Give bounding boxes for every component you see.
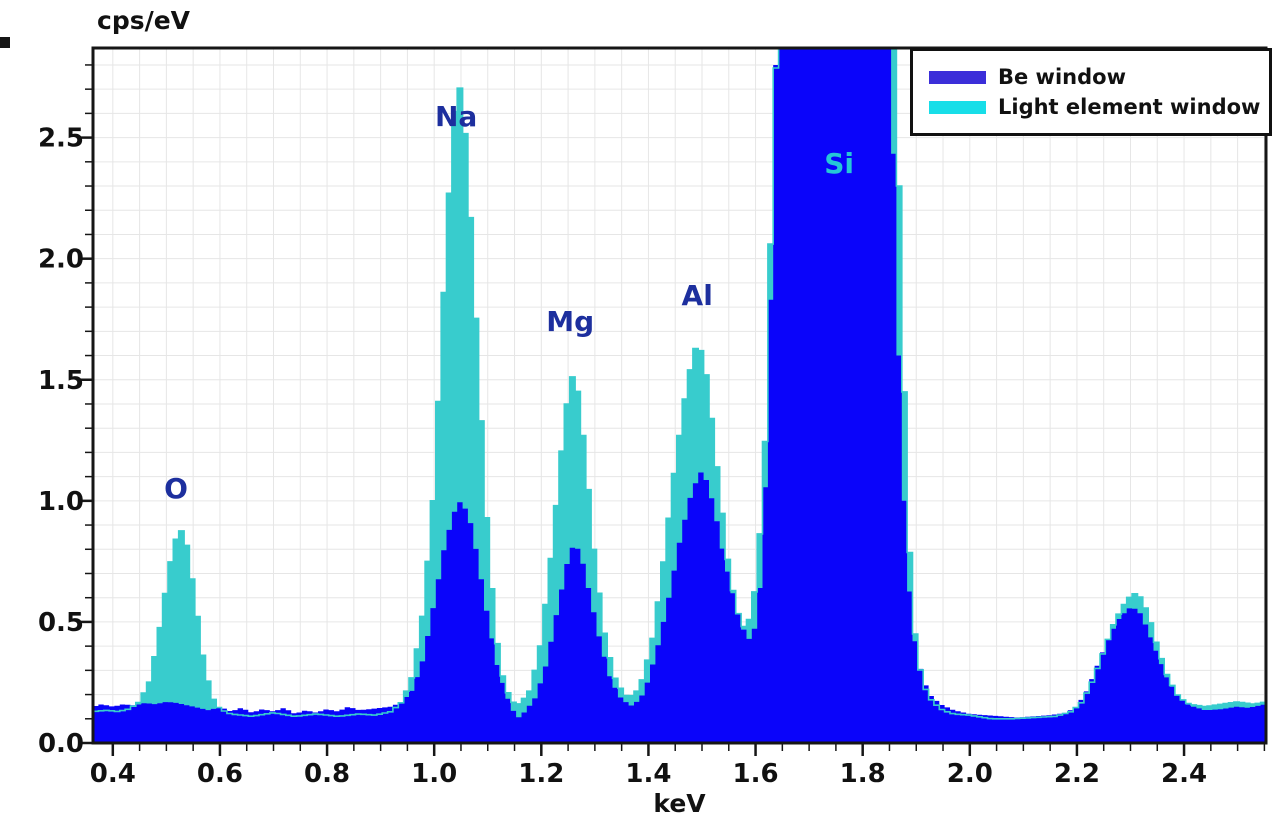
legend-label: Light element window [998,94,1261,119]
x-tick-label: 2.2 [1054,759,1100,789]
x-tick-label: 2.4 [1161,759,1207,789]
y-axis-unit-title: cps/eV [97,6,191,35]
peak-label-Al: Al [681,279,713,313]
y-tick-label: 1.5 [38,366,84,396]
legend-item-light-element-window: Light element window [929,94,1269,119]
be-window-swatch [929,70,986,84]
grid [93,48,1266,743]
x-tick-label: 2.0 [947,759,993,789]
y-tick-label: 0.5 [38,608,84,638]
light-element-window-swatch [929,100,986,114]
plot-frame [91,46,1268,745]
x-tick-label: 1.2 [518,759,564,789]
y-tick-label: 0.0 [38,729,84,759]
screen-corner-artifact [0,37,10,48]
y-tick-label: 2.0 [38,245,84,275]
x-tick-label: 0.4 [90,759,136,789]
x-tick-label: 1.4 [625,759,671,789]
x-tick-label: 1.8 [840,759,886,789]
x-tick-label: 0.6 [197,759,243,789]
x-tick-label: 0.8 [304,759,350,789]
peak-label-Na: Na [434,99,478,133]
peak-label-O: O [164,472,188,506]
y-tick-label: 2.5 [38,124,84,154]
x-axis-label: keV [653,789,706,818]
axis-ticks [80,64,1266,756]
x-tick-label: 1.6 [733,759,779,789]
peak-label-Si: Si [824,147,854,181]
peak-label-Mg: Mg [546,305,595,339]
y-tick-label: 1.0 [38,487,84,517]
legend-box: Be window Light element window [910,48,1272,136]
spectrum-light-element-window-outline [93,48,1266,720]
spectrum-be-window-fill [93,48,1266,743]
legend-item-be-window: Be window [929,64,1269,89]
x-tick-label: 1.0 [411,759,457,789]
legend-label: Be window [998,64,1126,89]
